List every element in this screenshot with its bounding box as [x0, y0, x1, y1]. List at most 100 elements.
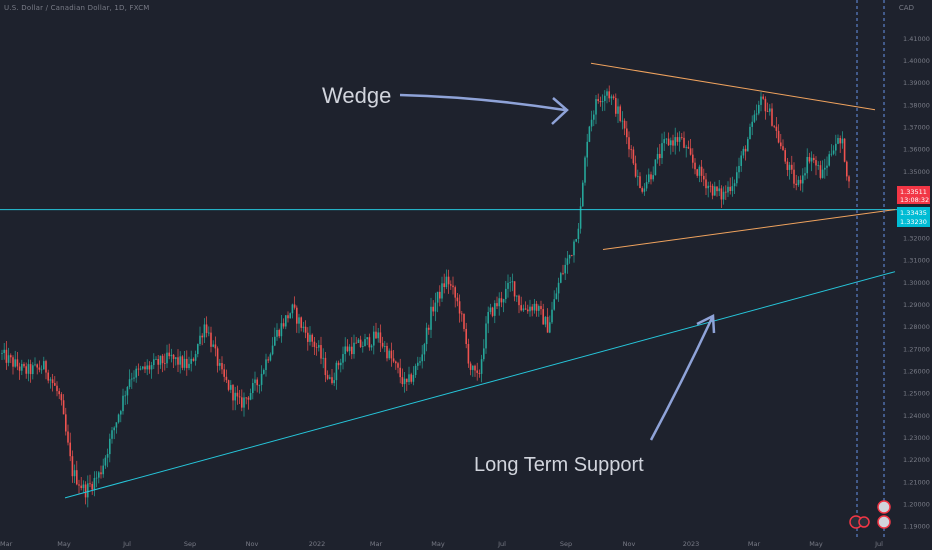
price-tick-label: 1.31000 [903, 257, 930, 265]
candle-body [608, 91, 610, 99]
candle-body [509, 282, 511, 284]
candle-body [725, 191, 727, 193]
candle-body [711, 185, 714, 196]
candle-body [269, 354, 272, 361]
candle-body [705, 179, 707, 189]
candle-body [238, 396, 241, 398]
candle-body [755, 113, 758, 115]
candle-body [810, 157, 813, 162]
candle-body [551, 309, 553, 323]
candle-body [357, 339, 360, 343]
candle-body [120, 411, 122, 415]
candle-body [362, 346, 364, 348]
candle-body [234, 392, 236, 401]
candle-body [505, 288, 507, 300]
candle-body [714, 186, 716, 196]
time-tick-label: Sep [184, 540, 196, 548]
price-tick-label: 1.39000 [903, 79, 930, 87]
candle-body [386, 345, 388, 359]
candle-body [544, 316, 547, 325]
candle-body [373, 331, 375, 346]
candle-body [51, 379, 54, 384]
candle-body [82, 484, 85, 489]
support-arrow [649, 314, 716, 441]
candle-body [689, 148, 692, 155]
candle-body [375, 331, 377, 339]
candle-body [808, 156, 811, 162]
candle-body [161, 355, 164, 364]
candle-body [91, 484, 93, 490]
candle-body [445, 276, 448, 288]
candle-body [522, 308, 525, 311]
candle-body [40, 369, 43, 371]
candle-body [553, 299, 555, 310]
candle-body [577, 228, 580, 240]
candle-body [716, 186, 718, 192]
candle-body [802, 175, 804, 184]
price-tick-label: 1.20000 [903, 501, 930, 509]
candle-body [674, 137, 676, 146]
candle-body [729, 186, 731, 191]
candle-body [32, 365, 34, 375]
candle-body [1, 352, 3, 354]
candle-body [799, 179, 802, 184]
candle-body [560, 273, 562, 283]
candle-body [71, 456, 74, 477]
candle-body [654, 159, 657, 176]
candle-body [782, 146, 784, 151]
candle-body [144, 366, 146, 370]
candle-body [260, 373, 263, 385]
candle-body [777, 130, 780, 143]
candle-body [104, 457, 107, 466]
candle-body [395, 361, 397, 364]
candle-body [307, 332, 309, 342]
candle-body [555, 293, 558, 300]
candle-body [538, 306, 540, 311]
candle-body [148, 365, 151, 370]
candle-body [384, 345, 386, 347]
candle-body [540, 306, 542, 310]
candle-body [282, 323, 285, 327]
candle-body [410, 374, 412, 382]
currency-label: CAD [898, 4, 914, 12]
candle-body [557, 282, 560, 294]
candle-body [137, 368, 140, 370]
candle-body [806, 156, 808, 174]
candle-body [232, 385, 234, 401]
candle-body [309, 334, 311, 342]
candle-body [837, 138, 839, 144]
candle-body [698, 166, 701, 176]
candle-body [128, 379, 131, 387]
candle-body [487, 311, 489, 324]
long-term-support-line [64, 271, 896, 499]
candle-body [436, 291, 439, 303]
price-tick-label: 1.24000 [903, 412, 930, 420]
candle-body [318, 345, 320, 348]
candle-body [65, 414, 67, 432]
candle-body [769, 108, 771, 112]
candle-body [846, 161, 848, 177]
event-icons[interactable] [849, 500, 891, 529]
candle-body [579, 206, 582, 229]
candle-body [786, 161, 789, 170]
price-tag-cyan-value-2: 1.33230 [900, 218, 927, 226]
candle-body [828, 154, 830, 166]
price-tick-label: 1.35000 [903, 168, 930, 176]
candle-body [665, 138, 668, 140]
candle-body [3, 349, 5, 353]
time-tick-label: May [431, 540, 445, 548]
candle-body [524, 308, 527, 310]
candle-body [320, 345, 322, 359]
candle-body [69, 442, 71, 457]
candle-body [773, 125, 775, 127]
candle-body [298, 317, 300, 324]
candle-body [740, 155, 742, 166]
candle-body [430, 306, 432, 330]
candle-body [456, 297, 459, 302]
candle-body [835, 143, 837, 151]
time-tick-label: May [809, 540, 823, 548]
candle-body [751, 121, 753, 127]
candle-body [502, 299, 505, 303]
